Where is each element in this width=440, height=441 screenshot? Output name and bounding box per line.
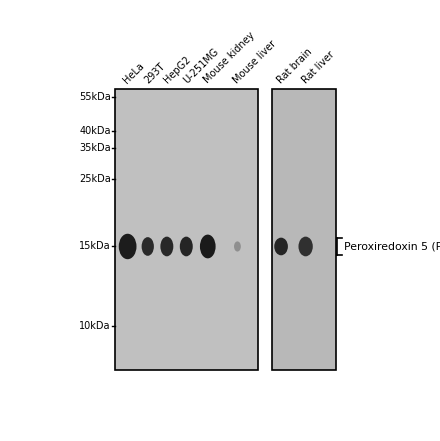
Bar: [115, 89, 258, 370]
Text: 35kDa: 35kDa: [79, 143, 110, 153]
Bar: [271, 89, 336, 370]
Text: Rat liver: Rat liver: [300, 49, 336, 85]
Text: Mouse liver: Mouse liver: [231, 38, 278, 85]
Ellipse shape: [160, 237, 173, 256]
Ellipse shape: [234, 241, 241, 251]
Ellipse shape: [180, 237, 193, 256]
Text: 55kDa: 55kDa: [79, 92, 110, 102]
Text: 10kDa: 10kDa: [79, 321, 110, 331]
Text: Mouse kidney: Mouse kidney: [202, 30, 257, 85]
Ellipse shape: [142, 237, 154, 256]
Text: 15kDa: 15kDa: [79, 242, 110, 251]
Text: HepG2: HepG2: [162, 55, 193, 85]
Text: 293T: 293T: [143, 61, 167, 85]
Text: Peroxiredoxin 5 (PRDX5): Peroxiredoxin 5 (PRDX5): [344, 242, 440, 251]
Ellipse shape: [119, 234, 136, 259]
Text: Rat brain: Rat brain: [275, 46, 314, 85]
Text: HeLa: HeLa: [121, 60, 146, 85]
Ellipse shape: [298, 237, 313, 256]
Ellipse shape: [200, 235, 216, 258]
Text: U-251MG: U-251MG: [182, 46, 221, 85]
Text: 25kDa: 25kDa: [79, 174, 110, 183]
Ellipse shape: [274, 238, 288, 255]
Text: 40kDa: 40kDa: [79, 126, 110, 136]
